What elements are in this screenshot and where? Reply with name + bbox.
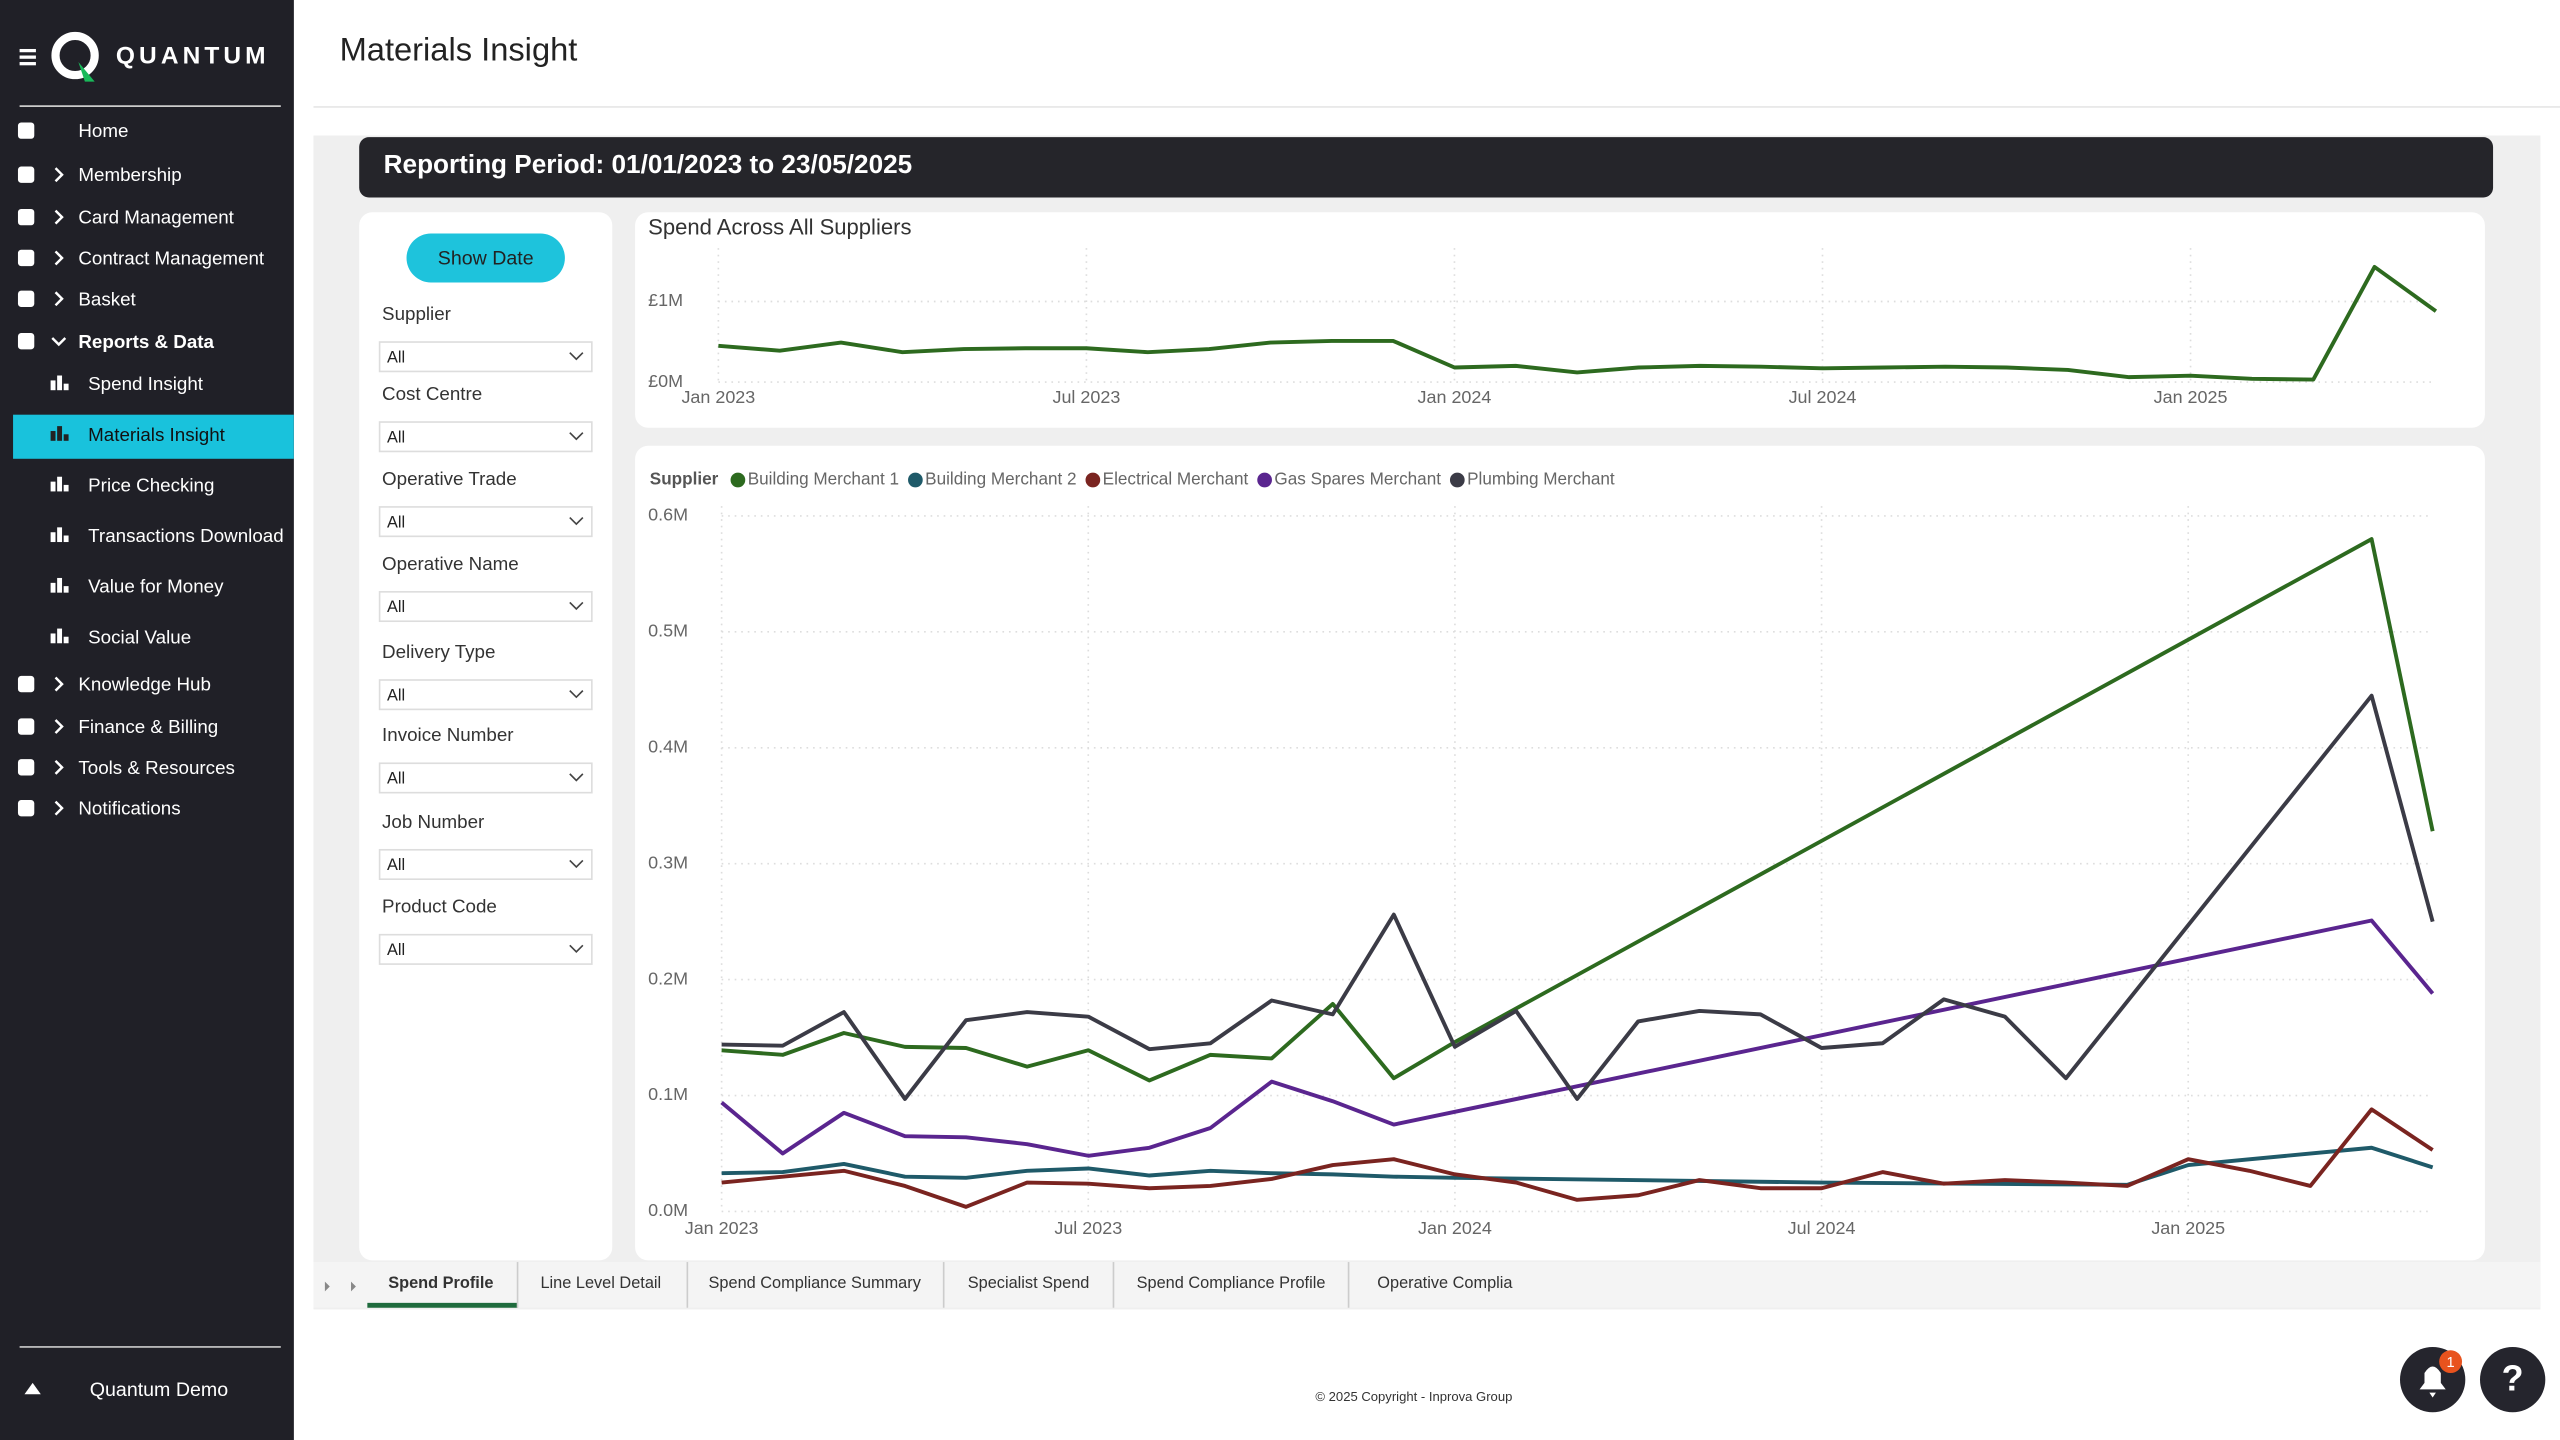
x-tick-label: Jan 2023 <box>681 387 755 407</box>
active-tab-underline <box>367 1303 517 1308</box>
series-line <box>722 539 2433 1080</box>
legend-label: Building Merchant 1 <box>748 469 899 489</box>
select-chevron <box>570 774 583 781</box>
chart-title: Spend Across All Suppliers <box>648 214 911 239</box>
legend-marker <box>731 473 746 488</box>
x-tick-label: Jul 2024 <box>1788 1218 1856 1238</box>
x-tick-label: Jul 2024 <box>1789 387 1857 407</box>
select-chevron <box>570 691 583 698</box>
legend-marker <box>1450 473 1465 488</box>
x-tick-label: Jul 2023 <box>1054 1218 1122 1238</box>
y-tick-label: 0.6M <box>648 505 688 525</box>
x-tick-label: Jan 2025 <box>2154 387 2228 407</box>
legend-marker <box>1086 473 1101 488</box>
legend-label: Building Merchant 2 <box>925 469 1076 489</box>
x-tick-label: Jan 2024 <box>1418 1218 1492 1238</box>
y-tick-label: 0.5M <box>648 621 688 641</box>
select-chevron <box>570 945 583 952</box>
notification-count: 1 <box>2447 1355 2455 1371</box>
y-tick-label: 0.0M <box>648 1200 688 1220</box>
y-tick-label: £0M <box>648 371 683 391</box>
legend-marker <box>908 473 923 488</box>
select-chevron <box>570 860 583 867</box>
x-tick-label: Jan 2023 <box>685 1218 759 1238</box>
y-tick-label: 0.1M <box>648 1084 688 1104</box>
series-line <box>722 1109 2433 1206</box>
select-chevron <box>570 353 583 360</box>
x-tick-label: Jan 2024 <box>1418 387 1492 407</box>
legend-label: Plumbing Merchant <box>1467 469 1615 489</box>
x-tick-label: Jan 2025 <box>2151 1218 2225 1238</box>
legend-label: Gas Spares Merchant <box>1274 469 1441 489</box>
y-tick-label: 0.2M <box>648 968 688 988</box>
x-tick-label: Jul 2023 <box>1052 387 1120 407</box>
y-tick-label: £1M <box>648 290 683 310</box>
tab-scroll-arrows[interactable] <box>325 1282 356 1292</box>
series-line <box>718 267 2436 380</box>
legend-title: Supplier <box>650 469 719 489</box>
select-chevron <box>570 518 583 525</box>
y-tick-label: 0.4M <box>648 736 688 756</box>
series-line <box>722 696 2433 1099</box>
select-chevron <box>570 602 583 609</box>
select-chevron <box>570 433 583 440</box>
series-line <box>722 920 2433 1155</box>
legend-label: Electrical Merchant <box>1103 469 1249 489</box>
legend-marker <box>1257 473 1272 488</box>
y-tick-label: 0.3M <box>648 852 688 872</box>
help-icon: ? <box>2502 1358 2524 1399</box>
